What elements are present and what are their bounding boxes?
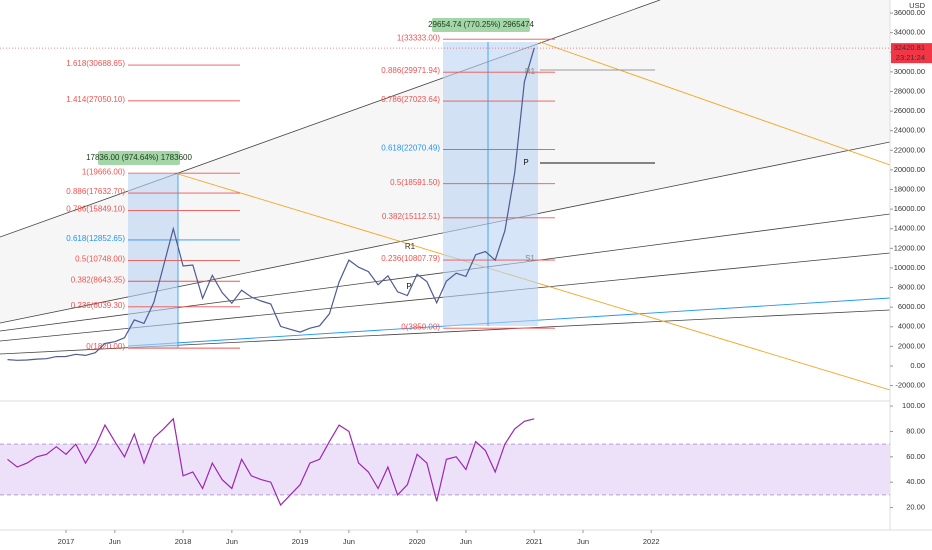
y-tick-label: 28000.00 [894, 86, 925, 95]
y-tick-label: 26000.00 [894, 106, 925, 115]
y-tick-label: 60.00 [906, 452, 925, 461]
y-tick-label: 40.00 [906, 477, 925, 486]
x-tick-label: Jun [577, 537, 589, 546]
y-tick-label: 24000.00 [894, 126, 925, 135]
y-tick-label: 6000.00 [898, 302, 925, 311]
x-tick-label: Jun [109, 537, 121, 546]
y-tick-label: 0.00 [910, 361, 925, 370]
y-tick-label: 80.00 [906, 426, 925, 435]
y-tick-label: 36000.00 [894, 8, 925, 17]
y-tick-label: 20.00 [906, 503, 925, 512]
y-tick-label: 4000.00 [898, 322, 925, 331]
x-tick-label: 2021 [526, 537, 543, 546]
fib-label: 0.5(10748.00) [75, 255, 125, 264]
fib-label: 1(19666.00) [82, 167, 125, 176]
measure-label: 17836.00 (974.64%) 1783600 [86, 153, 192, 162]
y-tick-label: 100.00 [902, 401, 925, 410]
y-tick-label: 20000.00 [894, 165, 925, 174]
x-tick-label: Jun [460, 537, 472, 546]
measure-label: 29654.74 (770.25%) 2965474 [428, 20, 534, 29]
fib-label: 0.618(12852.65) [66, 234, 125, 243]
currency: USD [909, 1, 925, 10]
y-tick-label: -2000.00 [895, 381, 925, 390]
x-tick-label: Jun [226, 537, 238, 546]
y-tick-label: 8000.00 [898, 283, 925, 292]
y-tick-label: 22000.00 [894, 145, 925, 154]
x-tick-label: 2018 [175, 537, 192, 546]
fib-label: 0.618(22070.49) [381, 144, 440, 153]
trend-line [539, 41, 891, 166]
fib-label: 1.618(30688.65) [66, 59, 125, 68]
countdown: 23:21:24 [896, 53, 925, 62]
fib-label: 0(3850.00) [401, 322, 440, 331]
y-tick-label: 16000.00 [894, 204, 925, 213]
x-tick-label: Jun [343, 537, 355, 546]
x-tick-label: 2020 [409, 537, 426, 546]
x-tick-label: 2022 [643, 537, 660, 546]
fib-label: 1.414(27050.10) [66, 95, 125, 104]
fib-label: 0.382(8643.35) [71, 275, 126, 284]
fib-label: 0.886(29971.94) [381, 66, 440, 75]
measure-box [432, 18, 530, 32]
fib-label: 0.236(6039.30) [71, 301, 126, 310]
y-tick-label: 2000.00 [898, 341, 925, 350]
price-line [7, 47, 535, 361]
price-line [7, 417, 535, 507]
y-tick-label: 34000.00 [894, 28, 925, 37]
pivot-label: P [523, 158, 528, 167]
fib-label: 0(1820.00) [86, 342, 125, 351]
measure-box [98, 151, 180, 165]
last-price-label: 32420.81 [894, 43, 925, 52]
fib-label: 0.5(18591.50) [390, 178, 440, 187]
pivot-label: P [406, 282, 411, 291]
y-tick-label: 18000.00 [894, 184, 925, 193]
x-tick-label: 2017 [58, 537, 75, 546]
pivot-label: R1 [405, 242, 416, 251]
fib-label: 0.236(10807.79) [381, 254, 440, 263]
pivot-label: R1 [525, 67, 536, 76]
last-price-box [891, 43, 932, 64]
fib-label: 0.786(15849.10) [66, 205, 125, 214]
y-tick-label: 30000.00 [894, 67, 925, 76]
fib-label: 0.886(17632.70) [66, 187, 125, 196]
fib-label: 0.382(15112.51) [382, 212, 440, 221]
x-tick-label: 2019 [292, 537, 309, 546]
rsi-band [0, 444, 890, 495]
y-tick-label: 10000.00 [894, 263, 925, 272]
y-tick-label: 14000.00 [894, 224, 925, 233]
fib-label: 0.786(27023.64) [381, 95, 440, 104]
pivot-label: S1 [525, 254, 535, 263]
fib-label: 1(33333.00) [397, 33, 440, 42]
y-tick-label: 12000.00 [894, 243, 925, 252]
